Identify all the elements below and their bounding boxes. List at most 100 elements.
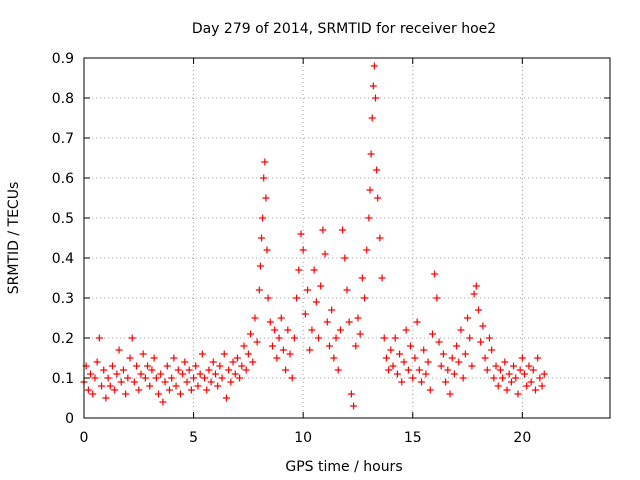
data-point [354, 314, 362, 322]
y-tick-label: 0.5 [52, 211, 74, 227]
data-point [108, 362, 116, 370]
data-point [183, 378, 191, 386]
data-point [84, 386, 92, 394]
data-point [236, 374, 244, 382]
data-point [361, 294, 369, 302]
data-point [527, 378, 535, 386]
data-point [518, 354, 526, 362]
data-point [163, 362, 171, 370]
data-point [137, 370, 145, 378]
data-point [279, 346, 287, 354]
data-point [249, 358, 257, 366]
data-point [196, 370, 204, 378]
y-tick-label: 0.4 [52, 251, 74, 267]
data-point [536, 374, 544, 382]
data-point [201, 374, 209, 382]
data-point [472, 282, 480, 290]
data-point [507, 378, 515, 386]
data-point [529, 366, 537, 374]
data-point [389, 362, 397, 370]
data-point [420, 346, 428, 354]
data-point [261, 158, 269, 166]
data-point [304, 286, 312, 294]
data-point [222, 394, 230, 402]
data-point [244, 350, 252, 358]
data-point [499, 374, 507, 382]
data-point [130, 378, 138, 386]
data-point [325, 342, 333, 350]
data-point [172, 382, 180, 390]
data-point [170, 354, 178, 362]
data-point [321, 250, 329, 258]
data-point [176, 390, 184, 398]
data-point [102, 394, 110, 402]
data-point [135, 386, 143, 394]
data-point [259, 214, 267, 222]
y-tick-label: 0.3 [52, 291, 74, 307]
data-point [370, 62, 378, 70]
data-point [247, 330, 255, 338]
data-point [106, 382, 114, 390]
data-point [312, 298, 320, 306]
data-point [431, 270, 439, 278]
data-point [128, 334, 136, 342]
data-point [214, 382, 222, 390]
data-point [238, 362, 246, 370]
data-point [157, 370, 165, 378]
data-point [350, 402, 358, 410]
x-tick-label: 10 [294, 430, 312, 446]
data-point [398, 378, 406, 386]
y-tick-label: 0.7 [52, 131, 74, 147]
data-point [87, 370, 95, 378]
data-point [464, 314, 472, 322]
data-point [525, 362, 533, 370]
data-point [141, 374, 149, 382]
data-point [266, 318, 274, 326]
data-point [308, 326, 316, 334]
data-point [453, 342, 461, 350]
data-point [371, 94, 379, 102]
data-point [148, 366, 156, 374]
data-point [139, 350, 147, 358]
data-point [437, 362, 445, 370]
data-point [144, 362, 152, 370]
data-point [264, 294, 272, 302]
x-tick-label: 15 [404, 430, 422, 446]
data-point [277, 314, 285, 322]
data-point [317, 282, 325, 290]
data-point [251, 314, 259, 322]
data-point [212, 370, 219, 378]
data-point [262, 194, 270, 202]
data-point [365, 214, 373, 222]
data-point [253, 338, 261, 346]
data-point [152, 374, 160, 382]
data-point [459, 374, 467, 382]
data-point [481, 354, 489, 362]
data-point [146, 382, 154, 390]
data-point [341, 254, 349, 262]
data-point [89, 390, 97, 398]
data-point [256, 262, 264, 270]
data-point [286, 350, 294, 358]
data-point [409, 374, 417, 382]
data-point [220, 350, 228, 358]
data-point [396, 350, 404, 358]
data-point [475, 306, 482, 314]
data-point [194, 382, 202, 390]
data-point [363, 246, 371, 254]
x-tick-label: 0 [80, 430, 89, 446]
data-point [117, 378, 125, 386]
data-point [496, 366, 504, 374]
data-point [366, 186, 374, 194]
data-point [514, 390, 522, 398]
data-point [113, 370, 121, 378]
data-point [227, 378, 235, 386]
data-point [446, 390, 454, 398]
data-point [378, 274, 386, 282]
data-points [80, 62, 548, 410]
data-point [198, 350, 206, 358]
data-point [426, 386, 434, 394]
y-tick-label: 0.6 [52, 171, 74, 187]
data-point [523, 382, 531, 390]
data-point [356, 330, 364, 338]
